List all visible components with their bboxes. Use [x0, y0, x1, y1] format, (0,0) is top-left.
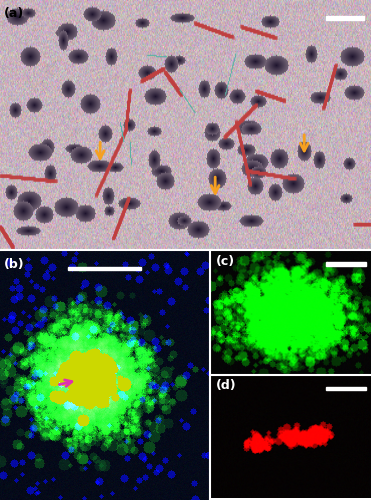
Text: (a): (a): [4, 8, 24, 20]
Bar: [326, 16, 364, 20]
Bar: [68, 266, 141, 270]
Text: (b): (b): [4, 258, 25, 271]
Bar: [326, 262, 366, 266]
Text: (d): (d): [216, 379, 236, 392]
Text: (c): (c): [216, 254, 235, 268]
Bar: [326, 386, 366, 390]
